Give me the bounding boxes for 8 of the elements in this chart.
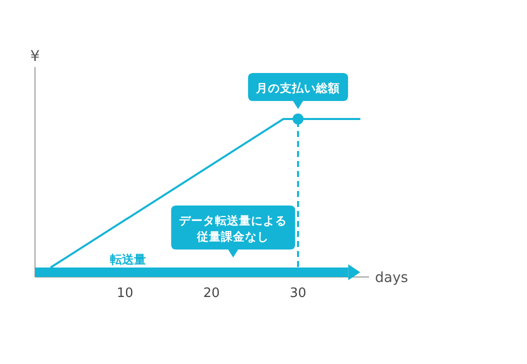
x-axis-title: days <box>375 270 408 286</box>
annotation: 月の支払い総額 <box>255 81 340 95</box>
series-label: 転送量 <box>110 252 146 267</box>
x-tick-label: 20 <box>203 286 220 301</box>
x-tick-label: 30 <box>290 286 306 301</box>
annotation: データ転送量による従量課金なし <box>179 214 288 244</box>
x-tick-label: 10 <box>116 286 134 301</box>
y-axis-title: ¥ <box>30 47 40 65</box>
